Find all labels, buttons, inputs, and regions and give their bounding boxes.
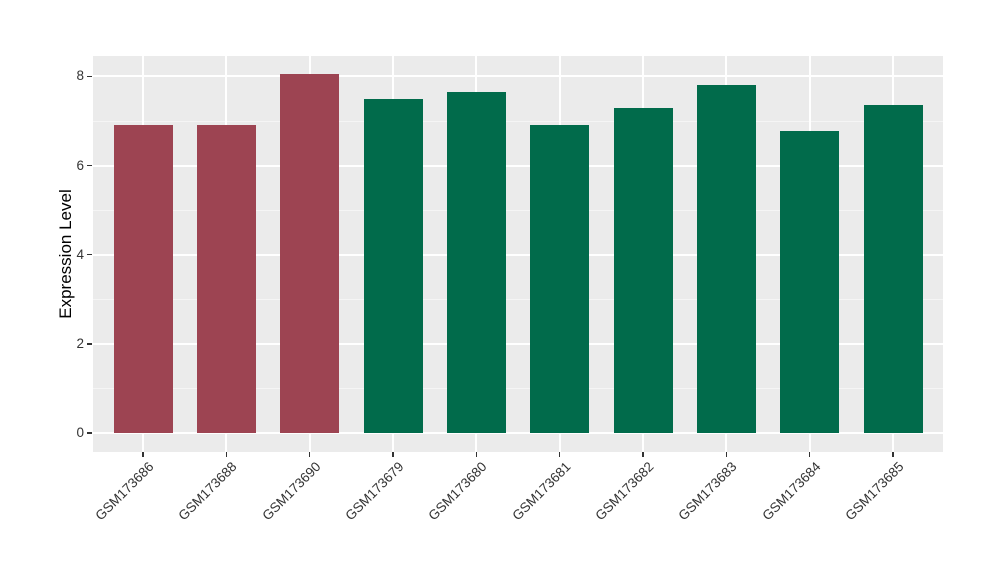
y-tick-label: 2 (76, 335, 84, 351)
gridline-major (93, 253, 943, 256)
bar-GSM173681 (530, 124, 590, 433)
bar-GSM173680 (446, 92, 506, 433)
x-tick-mark (475, 452, 478, 457)
x-tick-mark (558, 452, 561, 457)
x-tick-label: GSM173686 (92, 459, 157, 524)
bar-GSM173688 (196, 124, 256, 433)
x-tick-label: GSM173684 (759, 459, 824, 524)
x-tick-label: GSM173683 (675, 459, 740, 524)
x-tick-mark (392, 452, 394, 457)
y-tick-mark (87, 75, 92, 78)
x-tick-mark (642, 452, 644, 457)
gridline-minor (93, 387, 943, 389)
x-tick-mark (892, 452, 894, 457)
x-tick-mark (142, 452, 144, 457)
bar-GSM173685 (863, 104, 923, 433)
bar-GSM173684 (780, 130, 840, 433)
bar-GSM173683 (696, 85, 756, 433)
x-tick-mark (308, 452, 311, 457)
x-tick-label: GSM173681 (509, 459, 574, 524)
y-tick-label: 8 (76, 68, 84, 84)
x-tick-mark (225, 452, 228, 457)
gridline-minor (93, 120, 943, 122)
gridline-major (93, 75, 943, 78)
y-tick-label: 6 (76, 157, 84, 173)
x-tick-mark (808, 452, 811, 457)
x-tick-label: GSM173679 (342, 459, 407, 524)
y-tick-mark (87, 432, 92, 434)
gridline-major (93, 431, 943, 434)
x-tick-label: GSM173682 (592, 459, 657, 524)
y-tick-mark (87, 253, 92, 256)
x-tick-label: GSM173688 (175, 459, 240, 524)
gridline-major (93, 164, 943, 167)
gridline-minor (93, 298, 943, 300)
gridline-minor (93, 209, 943, 211)
y-tick-mark (87, 164, 92, 167)
x-tick-label: GSM173680 (425, 459, 490, 524)
bar-GSM173690 (280, 74, 340, 433)
bar-GSM173682 (613, 107, 673, 433)
x-tick-label: GSM173685 (842, 459, 907, 524)
gridline-major (93, 342, 943, 345)
y-tick-mark (87, 342, 92, 345)
plot-panel (93, 56, 943, 452)
y-axis-title: Expression Level (56, 189, 75, 319)
x-tick-label: GSM173690 (259, 459, 324, 524)
bar-GSM173686 (113, 124, 173, 433)
y-tick-label: 4 (76, 246, 84, 262)
x-tick-mark (725, 452, 728, 457)
y-tick-label: 0 (76, 424, 84, 440)
bar-GSM173679 (363, 99, 423, 433)
